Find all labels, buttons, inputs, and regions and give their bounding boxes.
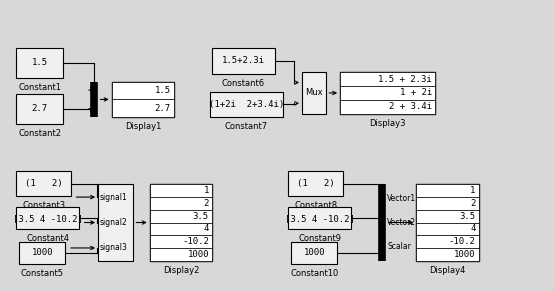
Bar: [340, 100, 435, 114]
Text: 2.7: 2.7: [155, 104, 171, 113]
Text: (1+2i  2+3.4i): (1+2i 2+3.4i): [209, 100, 284, 109]
Text: -10.2: -10.2: [448, 237, 476, 246]
Bar: [302, 72, 326, 114]
Bar: [150, 184, 212, 197]
Bar: [150, 184, 212, 261]
Bar: [150, 210, 212, 223]
Text: Constant4: Constant4: [26, 234, 69, 243]
Bar: [416, 210, 479, 223]
Text: 2.7: 2.7: [32, 104, 48, 113]
Bar: [210, 92, 283, 117]
Text: Vector1: Vector1: [387, 194, 416, 203]
Text: 1000: 1000: [454, 250, 476, 259]
Text: 1000: 1000: [188, 250, 209, 259]
Text: 3.5: 3.5: [460, 212, 476, 221]
Text: 1000: 1000: [32, 248, 53, 257]
Text: Vector2: Vector2: [387, 218, 416, 227]
Text: Constant7: Constant7: [225, 122, 268, 131]
Bar: [289, 171, 343, 196]
Text: 2: 2: [470, 199, 476, 208]
Bar: [17, 48, 63, 78]
Text: 1000: 1000: [304, 248, 325, 257]
Text: Display4: Display4: [429, 266, 466, 275]
Bar: [17, 207, 79, 229]
Bar: [291, 242, 337, 264]
Text: 1.5: 1.5: [32, 58, 48, 67]
Bar: [17, 171, 71, 196]
Text: [3.5 4 -10.2]: [3.5 4 -10.2]: [285, 214, 355, 223]
Text: 2: 2: [204, 199, 209, 208]
Text: [3.5 4 -10.2]: [3.5 4 -10.2]: [13, 214, 83, 223]
Text: (1   2): (1 2): [25, 179, 62, 188]
Text: 1: 1: [470, 186, 476, 195]
Text: (1   2): (1 2): [297, 179, 334, 188]
Text: Scalar: Scalar: [387, 242, 411, 251]
Text: Mux: Mux: [305, 88, 323, 97]
Text: signal1: signal1: [100, 193, 128, 202]
Text: 4: 4: [470, 224, 476, 233]
Bar: [112, 82, 174, 117]
Bar: [112, 82, 174, 100]
Text: Constant9: Constant9: [298, 234, 341, 243]
Text: Constant6: Constant6: [222, 79, 265, 88]
Bar: [340, 86, 435, 100]
Bar: [416, 184, 479, 261]
Bar: [340, 72, 435, 86]
Text: 1.5 + 2.3i: 1.5 + 2.3i: [378, 74, 432, 84]
Bar: [416, 248, 479, 261]
Text: Display3: Display3: [370, 119, 406, 128]
Text: Constant5: Constant5: [21, 269, 64, 278]
Bar: [150, 248, 212, 261]
Bar: [416, 197, 479, 210]
Bar: [17, 94, 63, 124]
Bar: [19, 242, 65, 264]
Text: Constant2: Constant2: [18, 129, 61, 138]
Bar: [416, 184, 479, 197]
Bar: [150, 235, 212, 248]
Text: 1.5: 1.5: [155, 86, 171, 95]
Bar: [150, 223, 212, 235]
Text: 4: 4: [204, 224, 209, 233]
Bar: [212, 48, 275, 74]
Text: 1 + 2i: 1 + 2i: [400, 88, 432, 97]
Text: 1: 1: [204, 186, 209, 195]
Text: Constant3: Constant3: [22, 201, 65, 210]
Bar: [416, 235, 479, 248]
Text: 2 + 3.4i: 2 + 3.4i: [389, 102, 432, 111]
Text: -10.2: -10.2: [182, 237, 209, 246]
Text: Constant1: Constant1: [18, 83, 61, 92]
Text: Display1: Display1: [125, 122, 161, 131]
Bar: [150, 197, 212, 210]
Bar: [112, 100, 174, 117]
Text: 3.5: 3.5: [193, 212, 209, 221]
Text: Constant10: Constant10: [290, 269, 339, 278]
Text: 1.5+2.3i: 1.5+2.3i: [222, 56, 265, 65]
Text: Constant8: Constant8: [294, 201, 337, 210]
Bar: [340, 72, 435, 114]
Text: Display2: Display2: [163, 266, 199, 275]
Bar: [416, 223, 479, 235]
Text: signal2: signal2: [100, 218, 128, 227]
Bar: [289, 207, 351, 229]
Bar: [98, 184, 133, 261]
Text: signal3: signal3: [100, 244, 128, 253]
